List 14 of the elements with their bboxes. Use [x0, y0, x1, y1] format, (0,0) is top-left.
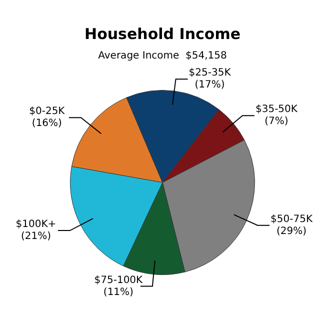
slice-label: $50-75K	[270, 214, 313, 225]
slice-label: $75-100K	[94, 274, 144, 286]
data-label: (11%)	[103, 286, 134, 298]
slice-label: $25-35K	[188, 68, 232, 79]
chart-subtitle: Average Income $54,158	[98, 50, 227, 62]
data-label: (7%)	[264, 116, 288, 128]
slice-label: $100K+	[16, 219, 56, 230]
data-label: (21%)	[20, 231, 52, 242]
data-label: (16%)	[32, 118, 62, 130]
slice-label: $0-25K	[29, 106, 66, 118]
data-label: (29%)	[276, 226, 307, 237]
slice-label: $35-50K	[255, 104, 298, 116]
chart-title: Household Income	[84, 24, 240, 43]
data-label: (17%)	[194, 80, 225, 91]
